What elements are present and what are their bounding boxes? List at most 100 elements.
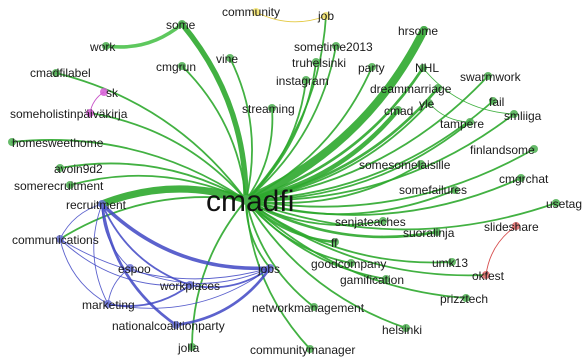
node-label-yle: yle — [419, 97, 435, 111]
node-truhelsinki[interactable] — [312, 58, 320, 66]
edge-cmadfi-party — [245, 66, 373, 201]
node-umk13[interactable] — [448, 258, 456, 266]
edge-recruitment-espoo — [101, 203, 131, 269]
node-usetag[interactable] — [552, 199, 560, 207]
node-nhl[interactable] — [419, 64, 427, 72]
edge-slideshare-okfest — [485, 225, 517, 276]
node-label-hrsome: hrsome — [398, 24, 438, 38]
node-gamification[interactable] — [382, 275, 390, 283]
node-label-finlandsome: finlandsome — [470, 143, 535, 157]
node-suoralinja[interactable] — [433, 228, 441, 236]
edge-cmadfi-gamification — [245, 199, 387, 280]
edge-cmadfi-cmgrun — [181, 65, 247, 201]
node-streaming[interactable] — [268, 104, 276, 112]
node-label-vine: vine — [216, 52, 238, 66]
edge-cmadfi-okfest — [245, 199, 487, 277]
edge-cmadfi-vine — [229, 57, 253, 201]
node-label-smliiga: smliiga — [504, 109, 542, 123]
node-sometime2013[interactable] — [332, 42, 340, 50]
node-tampere[interactable] — [466, 118, 474, 126]
node-nationalcoalitionparty[interactable] — [172, 321, 180, 329]
edge-marketing-jobs — [107, 267, 271, 309]
edge-cmadfi-finlandsome — [245, 148, 535, 208]
node-label-somesomelaisille: somesomelaisille — [359, 158, 451, 172]
node-workplaces[interactable] — [186, 281, 194, 289]
node-prizztech[interactable] — [462, 294, 470, 302]
edge-work-some — [104, 22, 184, 49]
node-cmgrchat[interactable] — [517, 174, 525, 182]
node-jolla[interactable] — [188, 343, 196, 351]
node-hrsome[interactable] — [420, 26, 428, 34]
node-label-nhl: NHL — [415, 61, 439, 75]
node-slideshare[interactable] — [512, 222, 520, 230]
edge-cmadfi-someholistinpaivakirja — [89, 112, 247, 201]
node-instagram[interactable] — [302, 76, 310, 84]
node-work[interactable] — [102, 42, 110, 50]
node-label-streaming: streaming — [242, 102, 295, 116]
node-helsinki[interactable] — [402, 324, 410, 332]
node-community[interactable] — [252, 8, 260, 16]
node-somefailures[interactable] — [451, 186, 459, 194]
node-somerecruitment[interactable] — [66, 181, 74, 189]
node-ff[interactable] — [331, 238, 339, 246]
node-cmgrun[interactable] — [178, 62, 186, 70]
node-somesomelaisille[interactable] — [417, 160, 425, 168]
edge-nationalcoalitionparty-jobs — [174, 266, 272, 327]
node-label-instagram: instagram — [276, 74, 329, 88]
edge-community-job — [255, 11, 327, 23]
node-vine[interactable] — [226, 54, 234, 62]
node-layer — [8, 8, 560, 353]
node-avoin9d2[interactable] — [56, 164, 64, 172]
node-someholistinpaivakirja[interactable] — [86, 109, 94, 117]
node-finlandsome[interactable] — [530, 145, 538, 153]
node-label-truhelsinki: truhelsinki — [292, 56, 346, 70]
node-label-homesweethome: homesweethome — [12, 136, 104, 150]
node-cmad[interactable] — [394, 106, 402, 114]
node-label-senjateaches: senjateaches — [335, 215, 406, 229]
node-espoo[interactable] — [126, 264, 134, 272]
node-communications[interactable] — [56, 235, 64, 243]
node-goodcompany[interactable] — [347, 259, 355, 267]
node-job[interactable] — [322, 12, 330, 20]
edge-cmadfi-somesomelaisille — [245, 163, 422, 204]
node-label-nationalcoalitionparty: nationalcoalitionparty — [112, 319, 225, 333]
edge-cmadfi-somerecruitment — [69, 174, 247, 201]
edge-recruitment-communications — [59, 203, 103, 240]
node-label-communications: communications — [12, 233, 99, 247]
node-swarmwork[interactable] — [484, 72, 492, 80]
node-yle[interactable] — [425, 99, 433, 107]
node-dreammarriage[interactable] — [434, 84, 442, 92]
node-label-marketing: marketing — [82, 298, 135, 312]
edge-recruitment-jobs — [100, 202, 272, 271]
node-fail[interactable] — [489, 97, 497, 105]
node-smliiga[interactable] — [510, 110, 518, 118]
edge-cmadfi-usetag — [245, 199, 557, 231]
node-jobs[interactable] — [266, 264, 274, 272]
edge-communications-marketing — [59, 238, 109, 305]
node-label-slideshare: slideshare — [484, 220, 539, 234]
edge-communications-jobs — [59, 238, 271, 280]
node-cmadfi[interactable] — [241, 195, 251, 205]
edge-cmadfi-tampere — [245, 121, 471, 201]
node-label-ff: ff — [331, 236, 338, 250]
node-marketing[interactable] — [104, 300, 112, 308]
node-label-dreammarriage: dreammarriage — [370, 82, 452, 96]
edge-cmadfi-yle — [245, 102, 430, 201]
edge-cmadfi-avoin9d2 — [59, 162, 247, 201]
node-recruitment[interactable] — [98, 200, 106, 208]
hub-label: cmadfi — [206, 185, 294, 218]
node-homesweethome[interactable] — [8, 138, 16, 146]
node-label-gamification: gamification — [340, 273, 404, 287]
node-label-networkmanagement: networkmanagement — [252, 301, 365, 315]
node-cmadfilabel[interactable] — [52, 69, 60, 77]
node-sk[interactable] — [100, 88, 108, 96]
node-senjateaches[interactable] — [379, 217, 387, 225]
node-okfest[interactable] — [482, 271, 490, 279]
node-communitymanager[interactable] — [306, 345, 314, 353]
node-some[interactable] — [178, 20, 186, 28]
node-networkmanagement[interactable] — [310, 303, 318, 311]
node-label-swarmwork: swarmwork — [460, 70, 522, 84]
node-party[interactable] — [368, 63, 376, 71]
